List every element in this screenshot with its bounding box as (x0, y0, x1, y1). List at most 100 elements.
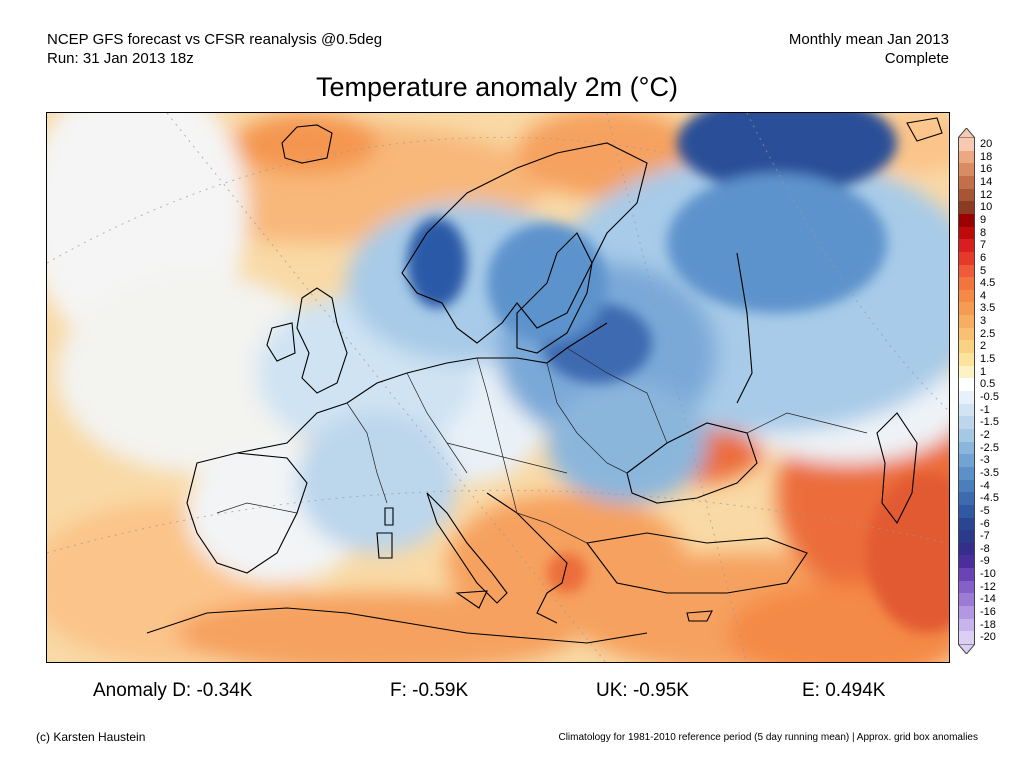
colorbar-tick-label: 6 (980, 251, 987, 264)
anomaly-map (46, 112, 950, 663)
neutral-area-atlantic (57, 273, 337, 473)
colorbar-swatch (958, 213, 975, 228)
map-canvas (47, 113, 949, 662)
colorbar-swatch (958, 606, 975, 620)
coast-sicily (455, 590, 488, 609)
colorbar-tick-label: 12 (980, 188, 993, 201)
colorbar-swatch (958, 454, 975, 468)
colorbar-swatch (958, 441, 975, 455)
colorbar-swatch (958, 365, 975, 379)
colorbar-tick-label: 2 (980, 340, 987, 353)
colorbar-tick-label: -1 (980, 403, 990, 416)
colorbar-tick-label: -20 (980, 631, 996, 644)
colorbar-swatch (958, 416, 975, 430)
stat-anomaly-germany: Anomaly D: -0.34K (93, 680, 253, 701)
copyright-label: (c) Karsten Haustein (36, 730, 146, 744)
colorbar-min-arrow (958, 644, 975, 654)
colorbar-tick-label: 20 (980, 138, 993, 150)
stat-uk: UK: -0.95K (596, 680, 689, 701)
colorbar-tick-label: -3.5 (980, 466, 999, 479)
colorbar-swatch (958, 466, 975, 481)
coast-iberia (186, 452, 308, 574)
colorbar-tick-label: 1.5 (980, 353, 996, 366)
coast-iceland (281, 124, 333, 164)
coast-italy (426, 492, 508, 604)
colorbar-swatch (958, 150, 975, 164)
colorbar-swatch (958, 517, 975, 531)
colorbar-tick-label: -4.5 (980, 492, 999, 505)
warm-core-greece (547, 553, 587, 593)
colorbar-swatch (958, 568, 975, 582)
colorbar-tick-label: 2.5 (980, 327, 996, 340)
colorbar-max-arrow (958, 128, 975, 138)
colorbar-tick-label: 4 (980, 289, 987, 302)
stats-row: Anomaly D: -0.34K F: -0.59K UK: -0.95K E… (0, 680, 1024, 706)
colorbar-swatch (958, 631, 975, 645)
colorbar-tick-label: 10 (980, 201, 993, 214)
colorbar-tick-label: -5 (980, 504, 990, 517)
colorbar-tick-label: 5 (980, 264, 987, 277)
model-label: NCEP GFS forecast vs CFSR reanalysis @0.… (47, 31, 383, 48)
colorbar-swatch (958, 188, 975, 202)
colorbar-swatch (958, 175, 975, 190)
colorbar-tick-label: 7 (980, 239, 987, 252)
colorbar-swatch (958, 138, 975, 152)
colorbar-tick-label: 0.5 (980, 378, 996, 391)
colorbar-swatch (958, 580, 975, 594)
coast-caspian (876, 412, 918, 525)
warm-area-north-africa (177, 593, 577, 662)
colorbar-swatch (958, 391, 975, 405)
national-borders (216, 347, 868, 544)
colorbar-tick-label: -14 (980, 593, 996, 606)
colorbar-swatch (958, 353, 975, 367)
warm-core-east (867, 473, 949, 633)
coast-ireland (266, 322, 296, 362)
period-label: Monthly mean Jan 2013 (788, 31, 949, 48)
map-graticule (47, 113, 949, 662)
colorbar-swatch (958, 542, 975, 556)
colorbar-tick-label: 3.5 (980, 302, 996, 315)
colorbar-swatch (958, 340, 975, 354)
colorbar-swatch (958, 593, 975, 607)
colorbar-swatch (958, 251, 975, 265)
colorbar-tick-label: 9 (980, 213, 987, 226)
colorbar-swatch (958, 289, 975, 303)
colorbar-tick-label: -16 (980, 606, 996, 619)
coast-north-africa (146, 607, 648, 644)
colorbar-swatch (958, 239, 975, 253)
cool-area-france (297, 413, 457, 553)
colorbar-tick-label: -4 (980, 479, 990, 492)
colorbar-tick-label: -6 (980, 517, 990, 530)
colorbar-tick-label: 4.5 (980, 277, 996, 290)
coast-east-isles (736, 252, 753, 404)
colorbar-tick-label: -2 (980, 428, 990, 441)
coast-cyprus (686, 610, 713, 622)
colorbar-swatch (958, 555, 975, 569)
cold-core-norway (407, 218, 467, 308)
colorbar-tick-label: -12 (980, 580, 996, 593)
colorbar-tick-label: -18 (980, 618, 996, 631)
colorbar-tick-label: 3 (980, 315, 987, 328)
colorbar-tick-label: -10 (980, 568, 996, 581)
coast-black-sea (626, 422, 758, 504)
colorbar-swatch (958, 315, 975, 329)
coast-turkey (586, 532, 808, 594)
colorbar-tick-label: 18 (980, 150, 993, 163)
colorbar-tick-label: 8 (980, 226, 987, 239)
colorbar-swatch (958, 504, 975, 518)
colorbar-tick-label: -2.5 (980, 441, 999, 454)
coast-scandinavia (401, 142, 648, 344)
coast-balkans (486, 492, 568, 624)
coastlines (146, 117, 943, 644)
colorbar-tick-label: -8 (980, 542, 990, 555)
warm-area-iceland (237, 113, 377, 173)
colorbar-tick-label: 1 (980, 365, 987, 378)
run-label: Run: 31 Jan 2013 18z (47, 50, 194, 67)
colorbar-tick-label: -7 (980, 530, 990, 543)
colorbar-tick-label: -9 (980, 555, 990, 568)
colorbar-swatch (958, 277, 975, 291)
map-title: Temperature anomaly 2m (°C) (316, 72, 678, 102)
colorbar-swatch (958, 530, 975, 544)
cool-area-ukraine (547, 383, 707, 503)
colorbar-tick-label: -1.5 (980, 416, 999, 429)
